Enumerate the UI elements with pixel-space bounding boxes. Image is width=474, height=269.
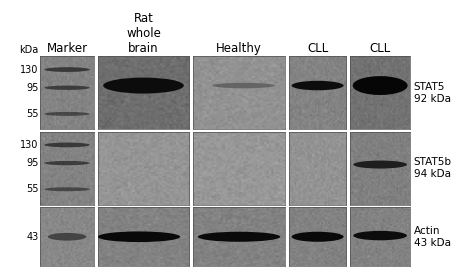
Ellipse shape: [44, 86, 90, 90]
Text: STAT5
92 kDa: STAT5 92 kDa: [414, 82, 451, 104]
Ellipse shape: [353, 161, 407, 169]
Text: 43: 43: [26, 232, 38, 242]
Text: Rat
whole
brain: Rat whole brain: [126, 12, 161, 55]
Text: kDa: kDa: [18, 45, 38, 55]
Ellipse shape: [48, 233, 86, 240]
Text: STAT5b
94 kDa: STAT5b 94 kDa: [414, 157, 452, 179]
Ellipse shape: [44, 67, 90, 72]
Ellipse shape: [98, 231, 180, 242]
Text: 130: 130: [20, 65, 38, 75]
Ellipse shape: [353, 231, 407, 240]
Ellipse shape: [353, 76, 408, 95]
Text: 55: 55: [26, 184, 38, 194]
Text: Healthy: Healthy: [216, 42, 262, 55]
Ellipse shape: [198, 232, 280, 242]
Text: 95: 95: [26, 83, 38, 93]
Ellipse shape: [212, 83, 275, 88]
Ellipse shape: [44, 143, 90, 147]
Ellipse shape: [292, 81, 344, 90]
Ellipse shape: [292, 232, 344, 242]
Text: 55: 55: [26, 109, 38, 119]
Ellipse shape: [103, 77, 184, 94]
Text: CLL: CLL: [307, 42, 328, 55]
Text: Actin
43 kDa: Actin 43 kDa: [414, 226, 451, 248]
Ellipse shape: [44, 187, 90, 191]
Text: Marker: Marker: [46, 42, 88, 55]
Text: 130: 130: [20, 140, 38, 150]
Text: CLL: CLL: [370, 42, 391, 55]
Text: 95: 95: [26, 158, 38, 168]
Ellipse shape: [44, 112, 90, 116]
Ellipse shape: [44, 161, 90, 165]
